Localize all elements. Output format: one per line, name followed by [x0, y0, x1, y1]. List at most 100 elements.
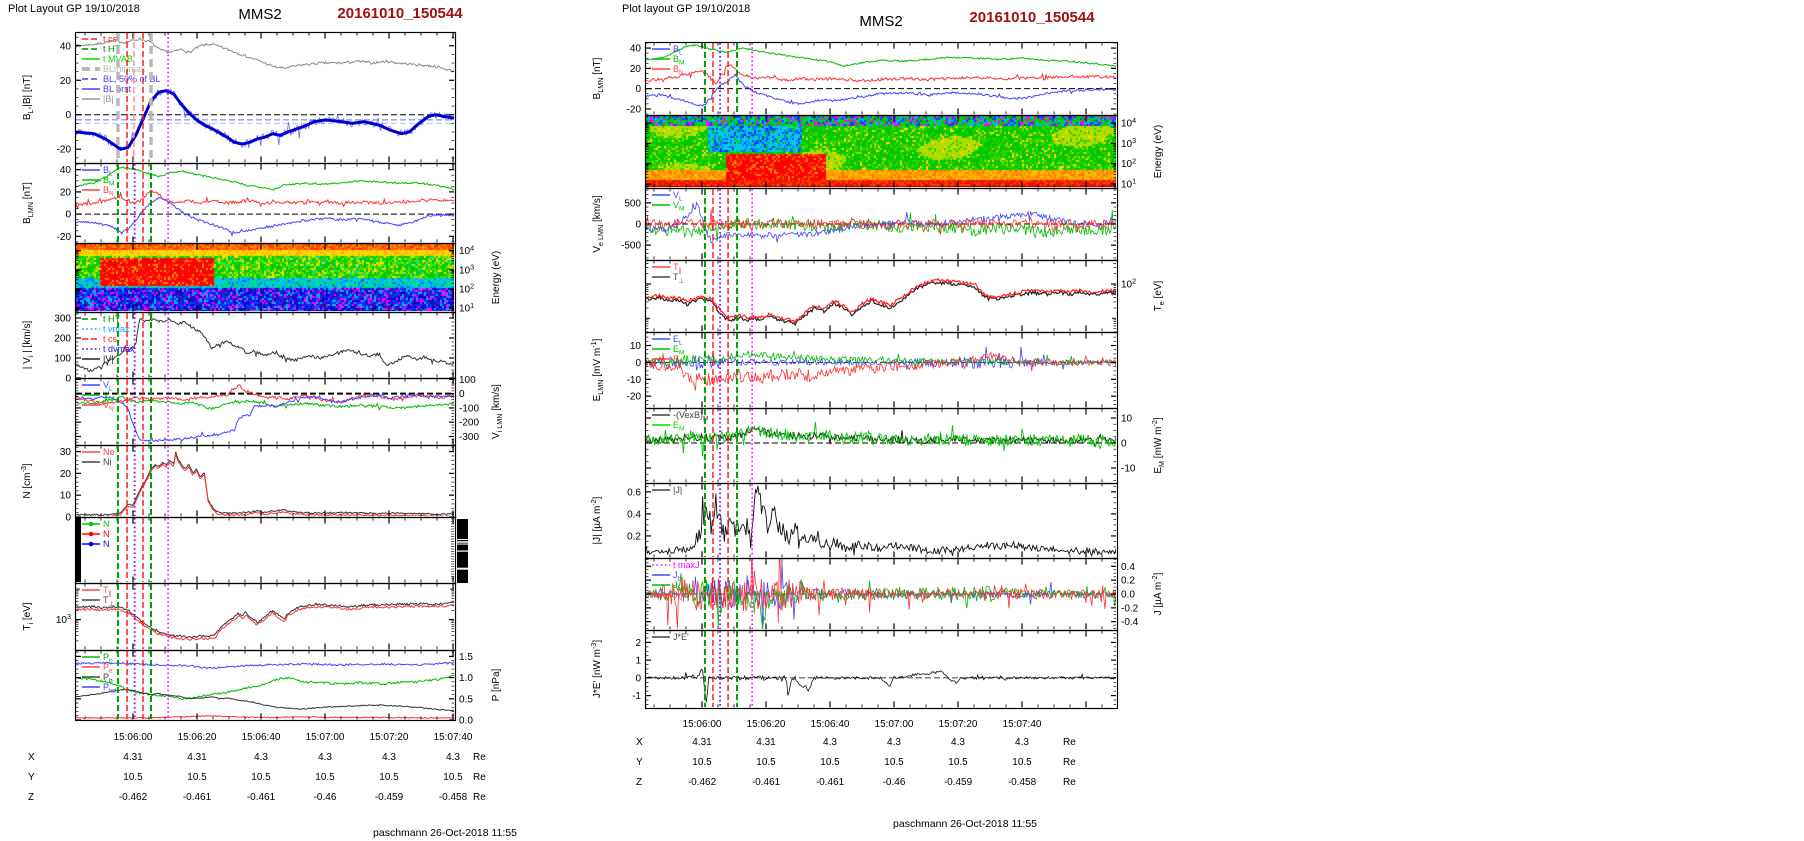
- legend-label: t HT: [103, 44, 121, 54]
- y-tick-label: 0: [459, 389, 465, 400]
- y-tick-label: 0.6: [627, 487, 641, 498]
- series-BL: [646, 73, 1116, 107]
- position-value: 10.5: [251, 772, 271, 783]
- legend-label: t maxJ: [673, 560, 700, 570]
- y-tick-label: 103: [1121, 136, 1136, 150]
- y-tick-label: 2: [635, 638, 641, 649]
- series-Ni: [76, 451, 454, 516]
- panel-border: [644, 629, 1119, 710]
- legend-item: Ptot: [82, 682, 116, 695]
- legend-item: |V|: [82, 354, 114, 364]
- legend-item: t HT: [82, 314, 121, 324]
- y-tick-label: 20: [630, 64, 642, 75]
- ylabel-ion-spectrogram: Energy (eV): [491, 251, 502, 304]
- position-value: -0.462: [688, 777, 717, 788]
- legend-label: N: [103, 539, 110, 549]
- y-tick-label: -10: [627, 375, 642, 386]
- y-tick-label: 30: [60, 447, 72, 458]
- y-tick-label: 0: [65, 110, 71, 121]
- y-tick-label: 500: [624, 198, 641, 209]
- legend-item: J*E': [652, 632, 689, 642]
- series-BN: [646, 64, 1116, 85]
- legend-item: Ne: [82, 447, 115, 457]
- position-value: -0.462: [119, 792, 148, 803]
- legend-item: Pp: [82, 652, 113, 665]
- y-tick-label: 40: [60, 165, 72, 176]
- position-value: -0.461: [247, 792, 276, 803]
- legend-label: t cs: [103, 34, 118, 44]
- series-Pp: [76, 674, 454, 701]
- panel-border: [644, 114, 1119, 190]
- position-value: 4.3: [382, 752, 396, 763]
- position-unit: Re: [473, 752, 486, 763]
- y-tick-label: 102: [1121, 277, 1136, 291]
- series-Ptot: [76, 661, 454, 670]
- time-tick-label: 15:07:40: [434, 732, 473, 743]
- legend-label: t vmax: [103, 324, 130, 334]
- time-tick-label: 15:06:40: [242, 732, 281, 743]
- y-tick-label: 104: [1121, 116, 1136, 130]
- ylabel-e-lmn: ELMN [mV m-1]: [589, 338, 605, 401]
- ylabel-te: Te [eV]: [1153, 280, 1166, 311]
- series-Vmag: [76, 317, 454, 373]
- time-tick-label: 15:06:40: [811, 719, 850, 730]
- legend-label: EL: [673, 334, 683, 347]
- y-tick-label: 20: [60, 187, 72, 198]
- y-tick-label: 0: [1121, 439, 1127, 450]
- heatmap-electron-canvas: [646, 116, 1116, 187]
- position-value: -0.46: [314, 792, 337, 803]
- legend-label: VN: [103, 400, 114, 413]
- series-Jmag: [646, 485, 1116, 557]
- ylabel-ti: Ti [eV]: [22, 602, 35, 631]
- legend-item: VL: [82, 380, 113, 393]
- legend-label: N: [103, 529, 110, 539]
- legend-item: t vmax: [82, 324, 130, 334]
- heatmap-ion-canvas: [76, 244, 454, 311]
- legend-label: J*E': [673, 632, 689, 642]
- position-value: 10.5: [123, 772, 143, 783]
- y-tick-label: 102: [1121, 156, 1136, 170]
- ylabel-b-lmn: BLMN [nT]: [22, 182, 35, 224]
- position-unit: Re: [473, 792, 486, 803]
- legend-item: T⊥: [652, 272, 685, 285]
- y-tick-label: 101: [1121, 177, 1136, 191]
- legend-item: BN: [82, 185, 114, 198]
- y-tick-label: -20: [57, 232, 72, 243]
- y-tick-label: -1: [632, 691, 641, 702]
- position-value: 10.5: [692, 757, 712, 768]
- panel-jdote: 2 1 0 -1 J*E': [632, 629, 1119, 710]
- series-Tepar: [646, 277, 1116, 324]
- legend-label: t dvmax: [103, 344, 135, 354]
- position-row-label: Y: [28, 772, 35, 783]
- series-VM: [76, 395, 454, 411]
- panel-border: [74, 242, 457, 314]
- time-tick-label: 15:07:00: [875, 719, 914, 730]
- y-tick-label: -20: [627, 392, 642, 403]
- y-tick-label: 102: [459, 282, 474, 296]
- ylabel-jdote: J*E' [nW m-3]: [589, 640, 603, 699]
- legend-label: JL: [673, 570, 682, 583]
- legend-item: JN: [652, 590, 683, 603]
- legend-label: BN: [673, 64, 684, 77]
- legend-item: BL brst: [82, 84, 132, 94]
- legend-label: |J|: [673, 485, 682, 495]
- time-tick-label: 15:07:20: [939, 719, 978, 730]
- legend-label: T∥: [673, 262, 682, 275]
- legend-label: |V|: [103, 354, 114, 364]
- ylabel-vi-mag: | Vi | [km/s]: [22, 321, 35, 370]
- y-tick-label: 0: [635, 220, 641, 231]
- position-value: 4.3: [887, 737, 901, 748]
- legend-item: JM: [652, 580, 683, 593]
- legend-label: BL, 50% of BL: [103, 74, 161, 84]
- legend-item: T∥: [652, 262, 682, 275]
- legend-label: BL: [103, 165, 113, 178]
- legend-label: EN: [673, 354, 684, 367]
- y-tick-label: 100: [459, 375, 476, 386]
